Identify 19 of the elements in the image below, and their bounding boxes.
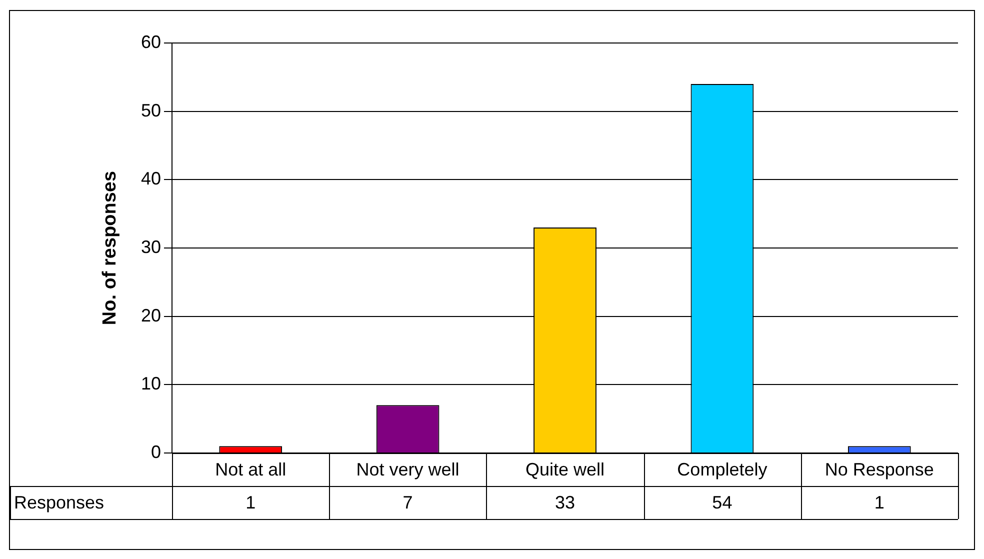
y-tick-label: 30 — [140, 236, 161, 257]
data-label: 1 — [246, 492, 256, 512]
y-tick-label: 40 — [140, 168, 161, 189]
data-label: 54 — [712, 492, 732, 512]
x-tick-label: Quite well — [525, 459, 605, 480]
data-label: 7 — [402, 492, 413, 512]
y-tick-label: 10 — [140, 374, 161, 394]
y-axis-title: No. of responses — [100, 170, 121, 326]
x-tick-label: Not at all — [215, 459, 286, 480]
data-label: 33 — [554, 492, 576, 512]
y-tick-label: 50 — [140, 100, 161, 120]
text: Responses — [14, 492, 104, 512]
x-tick-label: Not very well — [356, 459, 460, 480]
x-tick-label: No Response — [824, 459, 934, 480]
y-tick-label: 20 — [140, 305, 161, 326]
y-tick-label: 0 — [150, 442, 161, 462]
x-tick-label: Completely — [677, 459, 768, 480]
data-label: 1 — [874, 492, 884, 512]
y-tick-label: 60 — [140, 32, 161, 52]
